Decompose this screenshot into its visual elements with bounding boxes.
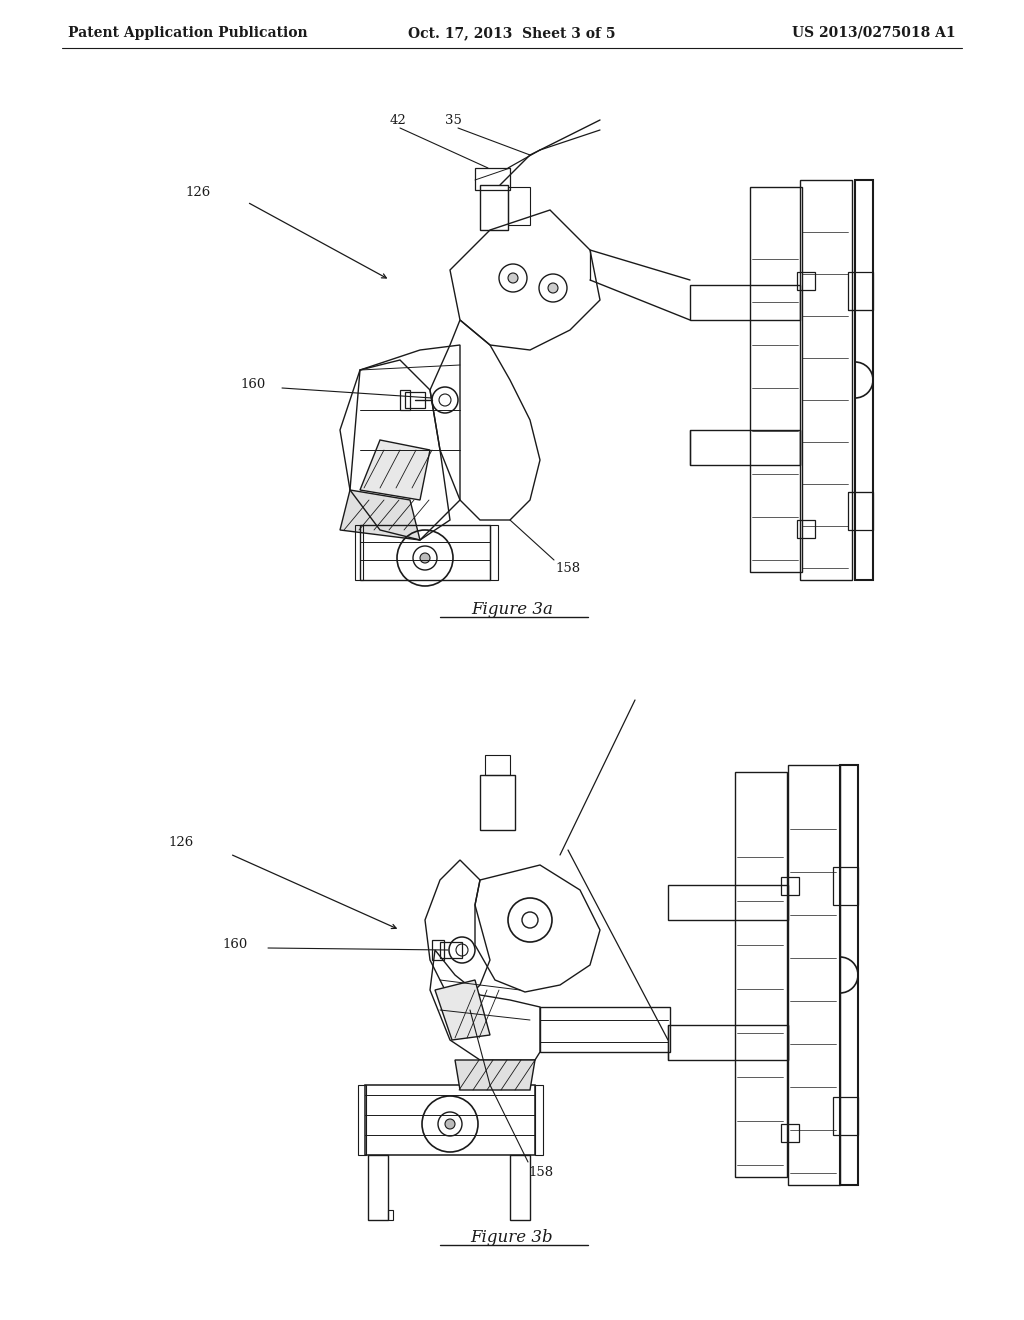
Bar bbox=[540, 1007, 670, 1052]
Bar bbox=[848, 492, 873, 531]
Bar bbox=[735, 772, 787, 1177]
Bar bbox=[480, 185, 508, 230]
Bar bbox=[781, 1125, 799, 1142]
Polygon shape bbox=[455, 1060, 535, 1090]
Text: Figure 3a: Figure 3a bbox=[471, 602, 553, 619]
Bar bbox=[797, 520, 815, 539]
Circle shape bbox=[420, 553, 430, 564]
Text: 160: 160 bbox=[240, 379, 265, 392]
Text: 158: 158 bbox=[555, 561, 581, 574]
Bar bbox=[800, 180, 852, 579]
Bar bbox=[358, 1085, 366, 1155]
Circle shape bbox=[445, 1119, 455, 1129]
Bar bbox=[480, 775, 515, 830]
Bar bbox=[781, 876, 799, 895]
Bar bbox=[535, 1085, 543, 1155]
Bar bbox=[690, 285, 800, 319]
Bar bbox=[668, 884, 788, 920]
Text: Patent Application Publication: Patent Application Publication bbox=[68, 26, 307, 40]
Text: 35: 35 bbox=[445, 114, 462, 127]
Polygon shape bbox=[435, 979, 490, 1040]
Bar bbox=[355, 525, 362, 579]
Bar bbox=[750, 187, 802, 572]
Bar bbox=[406, 392, 425, 408]
Bar bbox=[840, 766, 858, 1185]
Bar bbox=[848, 272, 873, 310]
Text: 158: 158 bbox=[528, 1166, 553, 1179]
Circle shape bbox=[548, 282, 558, 293]
Bar bbox=[508, 187, 530, 224]
Bar bbox=[833, 1097, 858, 1135]
Bar bbox=[432, 940, 444, 960]
Text: 126: 126 bbox=[168, 836, 194, 849]
Bar bbox=[690, 430, 800, 465]
Polygon shape bbox=[360, 440, 430, 500]
Text: Figure 3b: Figure 3b bbox=[471, 1229, 553, 1246]
Bar bbox=[485, 755, 510, 775]
Text: US 2013/0275018 A1: US 2013/0275018 A1 bbox=[793, 26, 956, 40]
Bar bbox=[788, 766, 840, 1185]
Text: 160: 160 bbox=[222, 939, 247, 952]
Bar bbox=[388, 1210, 393, 1220]
Bar bbox=[668, 1026, 788, 1060]
Bar bbox=[360, 525, 490, 579]
Bar bbox=[797, 272, 815, 290]
Text: 126: 126 bbox=[185, 186, 210, 198]
Text: Oct. 17, 2013  Sheet 3 of 5: Oct. 17, 2013 Sheet 3 of 5 bbox=[409, 26, 615, 40]
Circle shape bbox=[508, 273, 518, 282]
Bar bbox=[855, 180, 873, 579]
Bar bbox=[440, 942, 462, 958]
Bar bbox=[400, 389, 410, 411]
Bar bbox=[833, 867, 858, 906]
Bar bbox=[490, 525, 498, 579]
Text: 42: 42 bbox=[390, 114, 407, 127]
Bar bbox=[510, 1155, 530, 1220]
Bar bbox=[475, 168, 510, 190]
Polygon shape bbox=[340, 490, 420, 540]
Bar bbox=[368, 1155, 388, 1220]
Bar bbox=[365, 1085, 535, 1155]
